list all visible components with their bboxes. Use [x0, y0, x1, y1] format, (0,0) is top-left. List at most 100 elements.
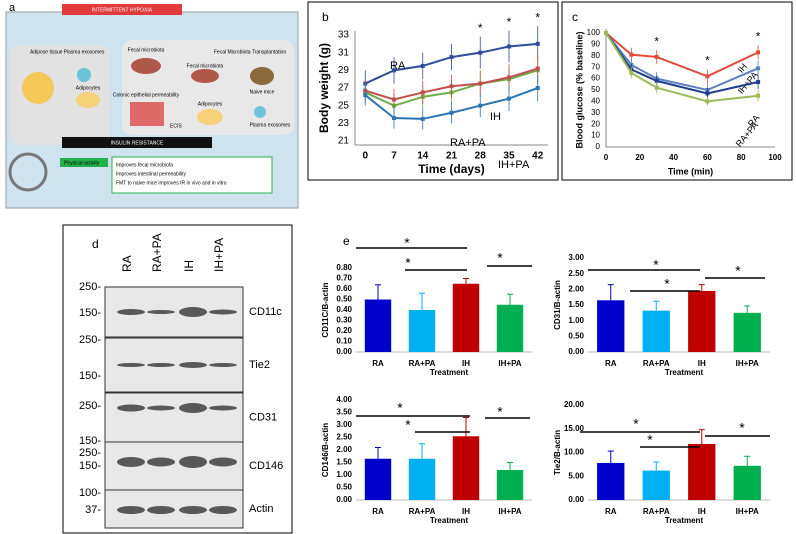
label: Fecal microbiota — [187, 63, 224, 69]
box — [122, 40, 294, 135]
label: Improves fecal microbiota — [116, 162, 173, 168]
y-tick-label: 0.10 — [336, 337, 352, 346]
bar — [688, 443, 716, 500]
y-tick-label: 0.00 — [568, 495, 584, 504]
panel-label: b — [322, 10, 329, 24]
point — [506, 75, 511, 80]
y-tick-label: 25 — [338, 100, 350, 111]
significance: * — [756, 30, 761, 44]
blot-band — [147, 310, 175, 314]
x-tick-label: RA — [605, 359, 617, 368]
lane-label: RA+PA — [150, 233, 164, 272]
y-tick-label: 0.60 — [336, 284, 352, 293]
y-tick-label: 70 — [591, 62, 600, 71]
blot-band — [117, 457, 145, 467]
point — [535, 86, 540, 90]
diagram: INTERMITTENT HYPOXIA Adipose tissue Plas… — [5, 4, 299, 209]
x-tick-label: 21 — [446, 151, 458, 162]
y-tick-label: 0.00 — [336, 495, 352, 504]
series-label: IH+PA — [498, 159, 530, 171]
x-tick-label: RA — [372, 359, 384, 368]
y-tick-label: 4.00 — [336, 395, 352, 404]
icon — [197, 109, 223, 125]
point — [654, 54, 659, 59]
point — [705, 99, 710, 104]
y-axis-title: Blood glucose (% baseline) — [574, 31, 584, 148]
significance: * — [739, 420, 745, 436]
y-tick-label: 80 — [591, 51, 600, 60]
icon — [191, 69, 219, 83]
x-tick-label: 20 — [635, 153, 644, 162]
point — [392, 97, 397, 102]
mw-label: 100- — [79, 487, 101, 499]
icon — [131, 58, 161, 74]
x-tick-label: IH+PA — [736, 359, 759, 368]
y-tick-label: 10 — [591, 131, 600, 140]
lane-label: RA — [120, 255, 134, 272]
label: Plasma exosomes — [250, 122, 291, 128]
icon — [8, 152, 48, 192]
series-label: RA+PA — [450, 137, 486, 149]
point — [449, 84, 454, 89]
y-tick-label: 2.50 — [568, 269, 584, 278]
label: INSULIN RESISTANCE — [111, 140, 164, 146]
significance: * — [735, 263, 741, 279]
y-tick-label: 2.00 — [336, 445, 352, 454]
blot-band — [147, 457, 175, 467]
point — [756, 66, 761, 71]
x-tick-label: IH — [698, 359, 706, 368]
icon — [254, 106, 266, 118]
y-tick-label: 3.50 — [336, 408, 352, 417]
y-tick-label: 50 — [591, 85, 600, 94]
panel-frame — [561, 1, 793, 181]
x-tick-label: IH+PA — [498, 359, 521, 368]
blot-band — [209, 506, 237, 514]
bar — [597, 462, 625, 500]
lane-label: IH+PA — [212, 238, 226, 272]
y-axis-title: Body weight (g) — [317, 43, 331, 133]
mw-label: 150- — [79, 435, 101, 447]
blot-band — [179, 362, 207, 368]
panel-frame — [62, 224, 293, 534]
significance: * — [633, 416, 639, 432]
panel-label: e — [343, 234, 350, 248]
x-tick-label: IH — [698, 507, 706, 516]
x-tick-label: 0 — [604, 153, 609, 162]
label: Improves intestinal permeability — [116, 171, 187, 177]
y-tick-label: 0.50 — [336, 295, 352, 304]
blot-band — [179, 456, 207, 468]
point — [420, 116, 425, 121]
y-tick-label: 20 — [591, 119, 600, 128]
blot-band — [209, 309, 237, 315]
label: Colonic epithelial permeability — [113, 92, 180, 98]
bar — [408, 458, 436, 500]
bar — [408, 310, 436, 352]
y-tick-label: 15.00 — [564, 424, 585, 433]
box — [60, 158, 108, 167]
significance: * — [478, 21, 483, 35]
series-label: IH — [490, 111, 501, 123]
panel-frame — [307, 1, 559, 181]
point — [535, 41, 540, 46]
x-tick-label: IH — [462, 359, 470, 368]
blot-row — [104, 392, 244, 443]
x-tick-label: 7 — [391, 151, 397, 162]
y-tick-label: 27 — [338, 83, 350, 94]
label: Adipocytes — [198, 101, 223, 107]
x-tick-label: 40 — [669, 153, 678, 162]
y-tick-label: 0.40 — [336, 305, 352, 314]
blot-band — [179, 403, 207, 413]
blot-band — [179, 307, 207, 317]
y-tick-label: 0.50 — [336, 483, 352, 492]
y-tick-label: 60 — [591, 74, 600, 83]
point — [506, 96, 511, 101]
label: ECIS — [170, 123, 182, 129]
blot-band — [209, 405, 237, 411]
y-tick-label: 0.00 — [336, 347, 352, 356]
point — [705, 74, 710, 79]
y-tick-label: 100 — [587, 28, 601, 37]
bar — [733, 465, 761, 500]
icon — [77, 68, 91, 82]
mw-label: 250- — [79, 334, 101, 346]
